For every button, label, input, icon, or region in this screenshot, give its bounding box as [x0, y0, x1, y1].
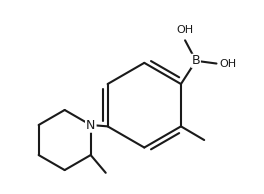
Text: N: N	[86, 119, 95, 132]
Text: OH: OH	[177, 25, 194, 35]
Text: B: B	[192, 54, 200, 67]
Text: N: N	[86, 119, 95, 132]
Text: OH: OH	[220, 59, 237, 68]
